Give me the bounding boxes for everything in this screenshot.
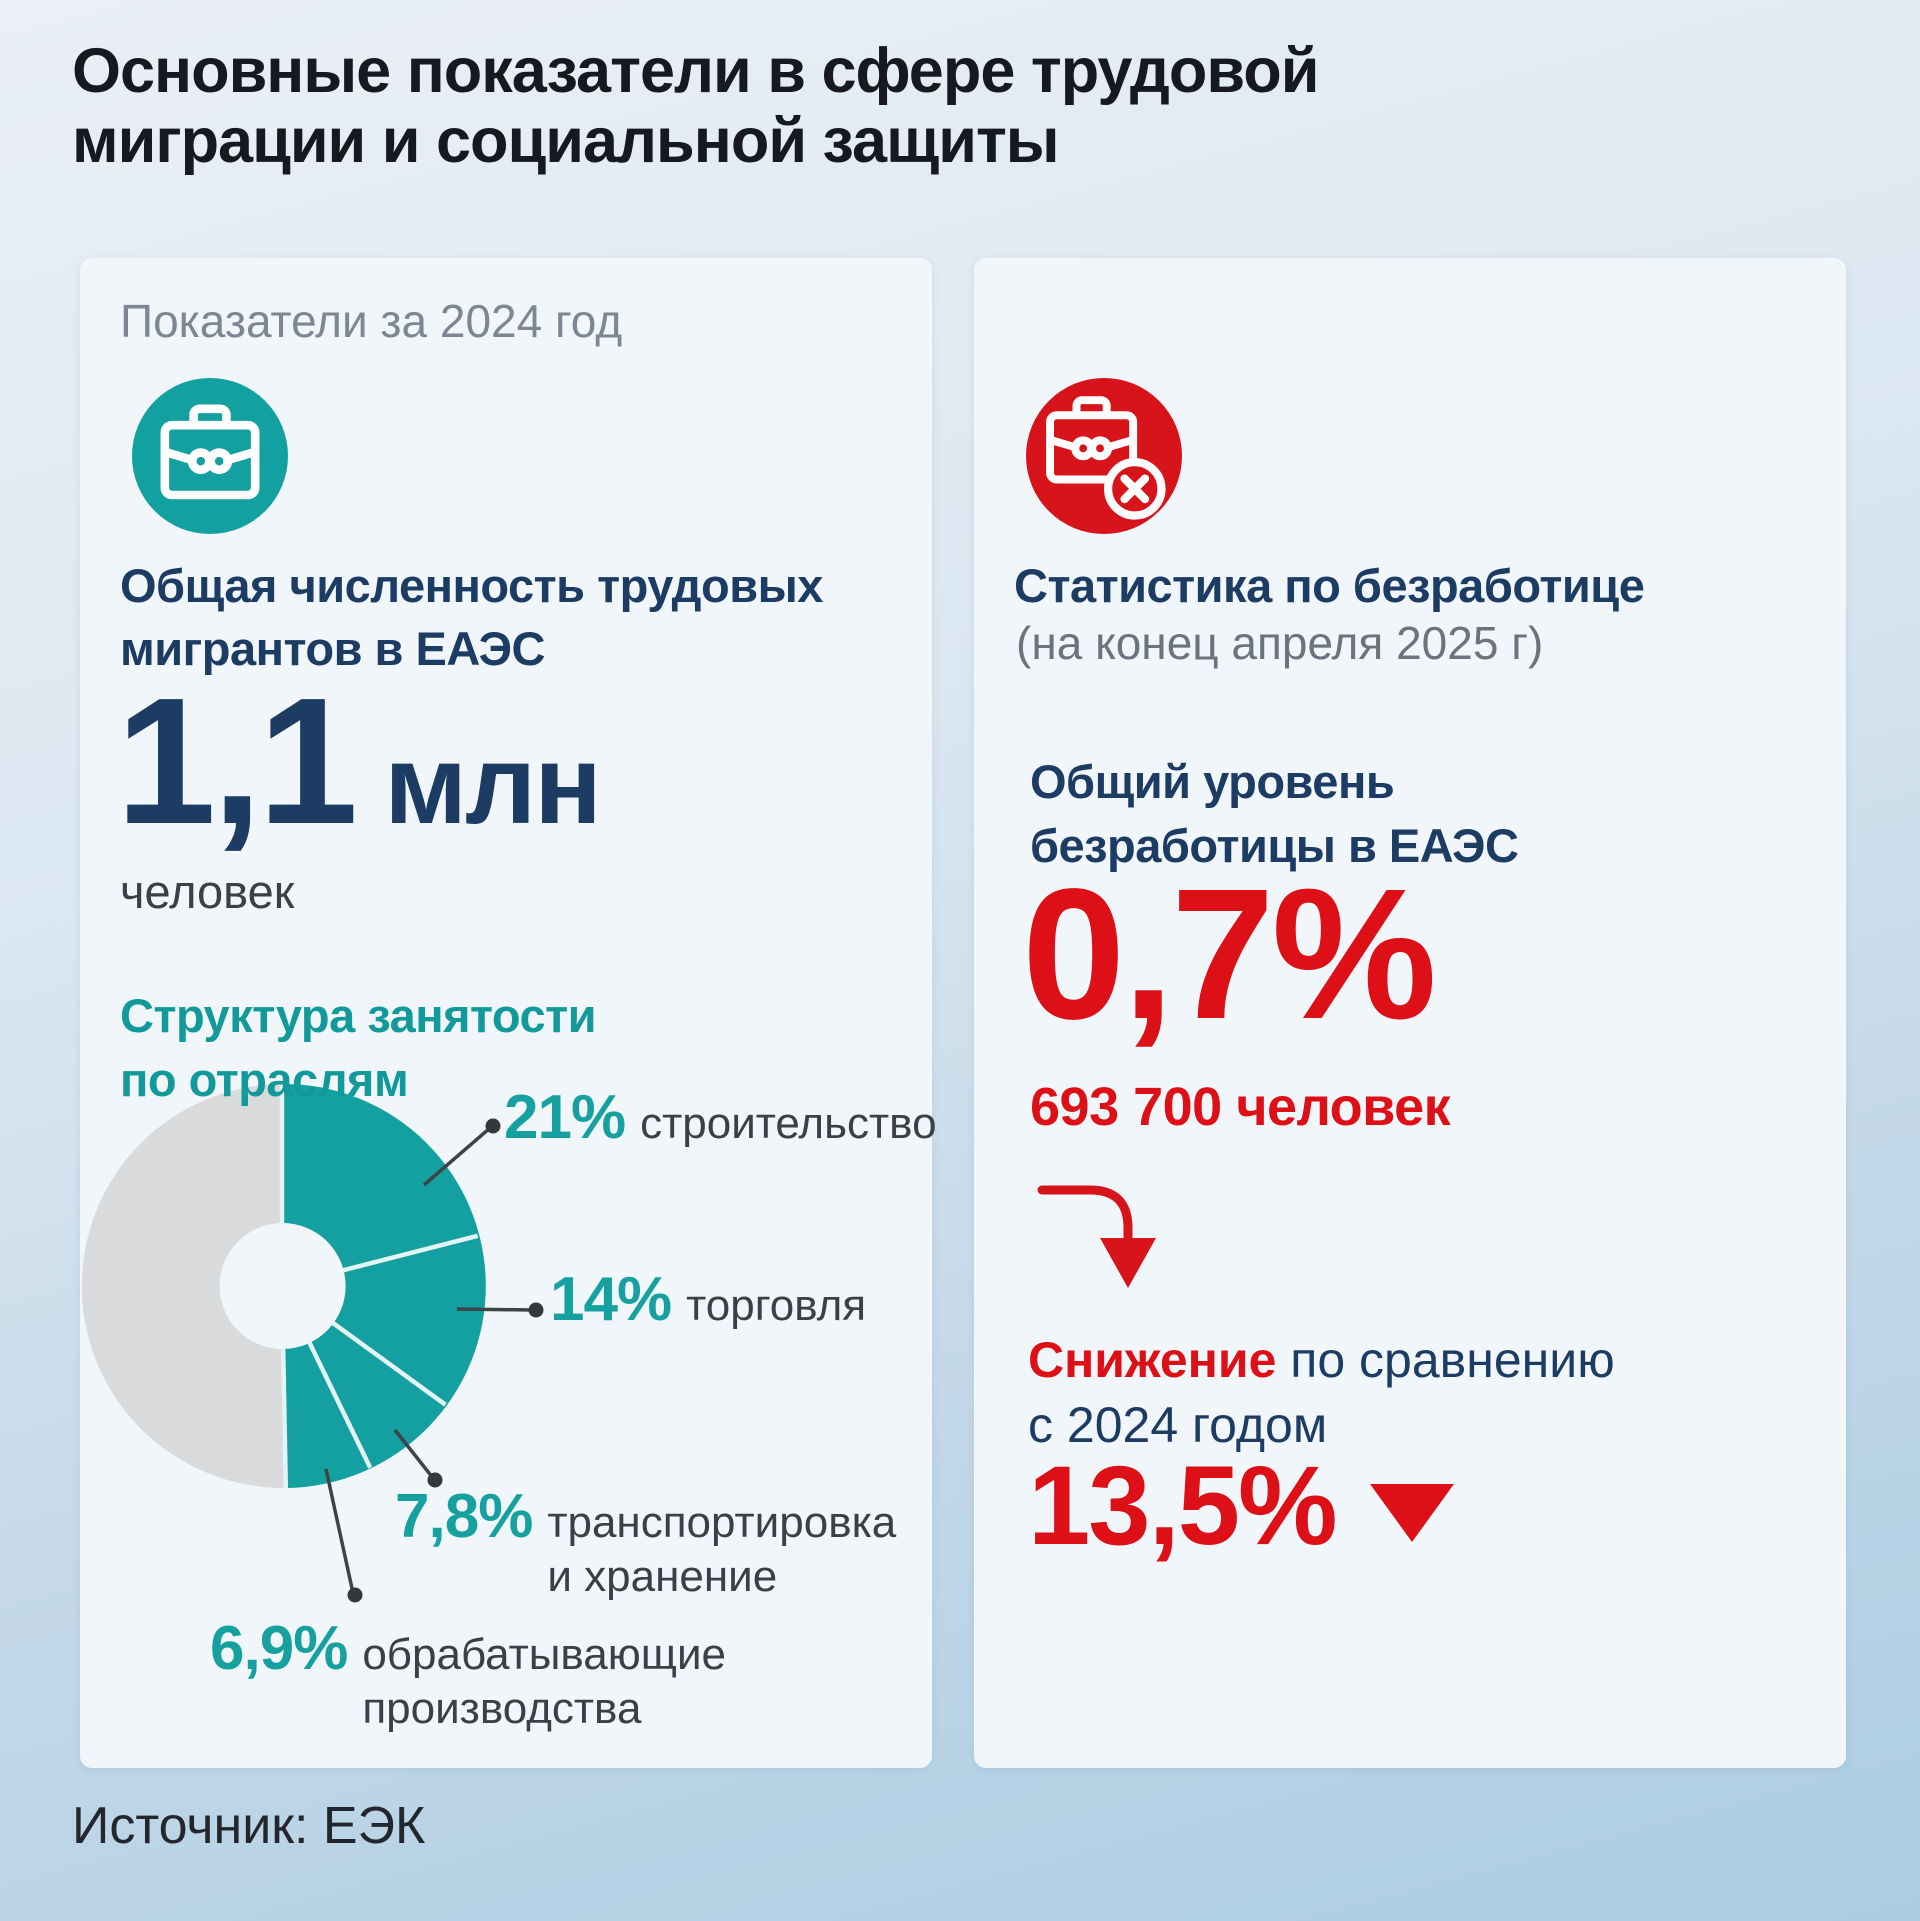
transport-percent: 7,8% xyxy=(395,1482,533,1551)
unemployment-subheading: (на конец апреля 2025 г) xyxy=(1016,617,1544,669)
migrants-heading: Общая численность трудовых мигрантов в Е… xyxy=(120,554,823,680)
down-triangle-icon xyxy=(1369,1484,1454,1542)
donut-segment-dividers xyxy=(279,1084,479,1489)
donut-label-transport: 7,8% транспортировка и хранение xyxy=(395,1486,896,1604)
briefcase-crossed-icon xyxy=(1026,378,1182,534)
migrants-total-value: 1,1 xyxy=(116,661,358,862)
migrants-heading-line2: мигрантов в ЕАЭС xyxy=(120,622,545,675)
unemployment-rate-label: Общий уровень безработицы в ЕАЭС xyxy=(1030,750,1519,878)
donut-employed-segments xyxy=(282,1083,486,1488)
comparison-line2: с 2024 годом xyxy=(1028,1397,1328,1453)
comparison-value: 13,5% xyxy=(1028,1443,1338,1568)
unemployment-rate-label-line1: Общий уровень xyxy=(1030,755,1395,808)
trade-percent: 14% xyxy=(550,1265,672,1334)
migrants-total: 1,1 млн xyxy=(116,661,602,862)
employment-structure-title: Структура занятости по отраслям xyxy=(120,984,597,1112)
comparison-value-row: 13,5% xyxy=(1028,1450,1454,1562)
construction-label: строительство xyxy=(640,1099,937,1148)
donut-label-manufacturing: 6,9% обрабатывающие производства xyxy=(210,1618,726,1736)
unemployment-card: Статистика по безработице (на конец апре… xyxy=(974,258,1846,1768)
migrants-total-unit: млн xyxy=(384,722,602,847)
period-label: Показатели за 2024 год xyxy=(120,295,623,347)
comparison-rest: по сравнению xyxy=(1276,1332,1615,1388)
page-title: Основные показатели в сфере трудовой миг… xyxy=(72,36,1632,176)
page-title-line2: миграции и социальной защиты xyxy=(72,106,1060,176)
construction-percent: 21% xyxy=(504,1083,626,1152)
transport-label: транспортировка и хранение xyxy=(547,1498,897,1601)
manufacturing-label: обрабатывающие производства xyxy=(362,1630,727,1733)
decline-arrow-icon xyxy=(1037,1185,1156,1288)
comparison-highlight: Снижение xyxy=(1028,1332,1277,1388)
donut-remainder-segment xyxy=(81,1084,286,1489)
unemployment-heading: Статистика по безработице xyxy=(1014,559,1645,612)
migration-card: Показатели за 2024 год Общая численность… xyxy=(80,258,937,1768)
page-title-line1: Основные показатели в сфере трудовой xyxy=(72,36,1319,106)
source-label: Источник: ЕЭК xyxy=(72,1797,426,1855)
trade-label: торговля xyxy=(686,1281,867,1330)
unemployment-people-count: 693 700 человек xyxy=(1030,1077,1451,1137)
migrants-heading-line1: Общая численность трудовых xyxy=(120,559,823,612)
manufacturing-percent: 6,9% xyxy=(210,1614,348,1683)
unemployment-rate-label-line2: безработицы в ЕАЭС xyxy=(1030,819,1519,872)
comparison-text: Снижение по сравнению с 2024 годом xyxy=(1028,1328,1615,1458)
unemployment-rate-value: 0,7% xyxy=(1022,851,1437,1058)
employment-structure-title-line1: Структура занятости xyxy=(120,989,597,1042)
donut-label-construction: 21% строительство xyxy=(504,1087,937,1151)
briefcase-icon xyxy=(132,378,288,534)
migrants-total-caption: человек xyxy=(120,865,295,918)
donut-label-trade: 14% торговля xyxy=(550,1269,866,1333)
employment-structure-title-line2: по отраслям xyxy=(120,1053,409,1106)
